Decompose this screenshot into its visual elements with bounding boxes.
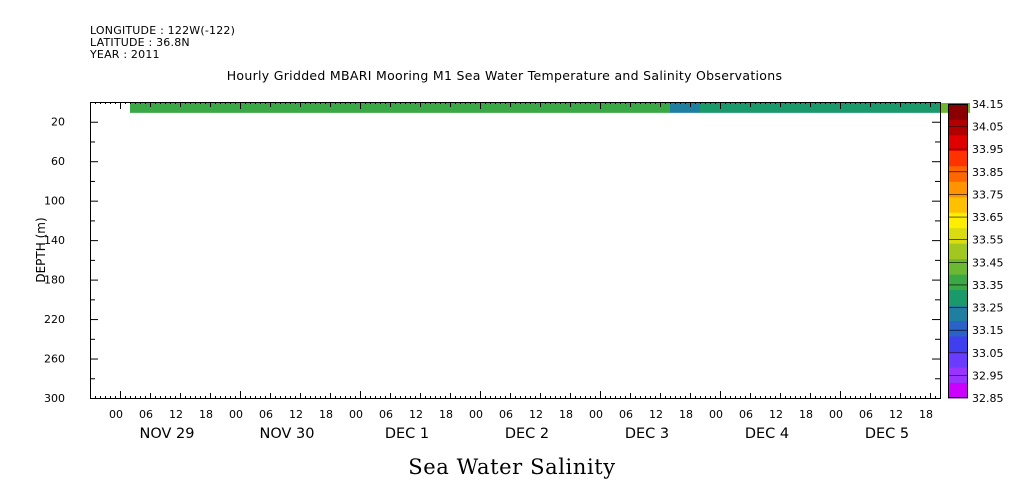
- x-day-label: DEC 1: [385, 426, 429, 442]
- x-hour-label: 06: [619, 408, 633, 421]
- x-hour-label: 18: [439, 408, 453, 421]
- x-hour-label: 18: [919, 408, 933, 421]
- colorbar-label: 33.15: [972, 324, 1004, 337]
- colorbar-swatch: [948, 212, 968, 229]
- colorbar-label: 33.35: [972, 279, 1004, 292]
- y-tick-label: 140: [44, 234, 65, 247]
- colorbar-frame: [948, 104, 968, 398]
- colorbar-swatch: [948, 196, 968, 213]
- x-day-label: NOV 29: [140, 426, 195, 442]
- x-hour-label: 06: [859, 408, 873, 421]
- x-day-label: DEC 3: [625, 426, 669, 442]
- colorbar-swatch: [948, 119, 968, 136]
- colorbar-swatch: [948, 336, 968, 352]
- colorbar-label: 33.65: [972, 211, 1004, 224]
- x-hour-label: 00: [229, 408, 243, 421]
- colorbar-swatch: [948, 227, 968, 244]
- colorbar-label: 33.45: [972, 256, 1004, 269]
- colorbar-swatch: [948, 274, 968, 291]
- x-hour-label: 18: [679, 408, 693, 421]
- colorbar-label: 33.75: [972, 188, 1004, 201]
- axis-ticks: [90, 102, 940, 399]
- colorbar-label: 32.95: [972, 369, 1004, 382]
- colorbar-swatch: [948, 305, 968, 322]
- colorbar-swatch: [948, 320, 968, 337]
- colorbar-label: 34.15: [972, 98, 1004, 111]
- salinity-segment-2: [670, 102, 700, 113]
- x-hour-label: 18: [319, 408, 333, 421]
- x-day-label: DEC 5: [865, 426, 909, 442]
- salinity-segment-3: [700, 102, 940, 113]
- colorbar-swatch: [948, 382, 968, 399]
- x-hour-label: 00: [589, 408, 603, 421]
- x-hour-label: 00: [829, 408, 843, 421]
- colorbar-swatch: [948, 165, 968, 182]
- colorbar: 32.85 32.95 33.05 33.15 33.25 33.35 33.45 33.55…: [948, 98, 1004, 405]
- x-hour-label: 06: [259, 408, 273, 421]
- colorbar-swatch: [948, 367, 968, 383]
- colorbar-label: 33.25: [972, 302, 1004, 315]
- longitude-label: LONGITUDE : 122W(-122): [90, 24, 236, 37]
- latitude-label: LATITUDE : 36.8N: [90, 36, 190, 49]
- x-hour-label: 12: [289, 408, 303, 421]
- colorbar-label: 32.85: [972, 392, 1004, 405]
- colorbar-swatch: [948, 104, 968, 120]
- x-day-label: NOV 30: [260, 426, 315, 442]
- x-hour-label: 12: [889, 408, 903, 421]
- colorbar-swatch: [948, 181, 968, 198]
- x-hour-label: 12: [769, 408, 783, 421]
- x-hour-label: 06: [499, 408, 513, 421]
- colorbar-swatch: [948, 134, 968, 151]
- x-hour-label: 12: [529, 408, 543, 421]
- x-day-label: DEC 4: [745, 426, 789, 442]
- x-hour-label: 18: [559, 408, 573, 421]
- x-day-label: DEC 2: [505, 426, 549, 442]
- colorbar-label: 34.05: [972, 121, 1004, 134]
- colorbar-label: 33.55: [972, 234, 1004, 247]
- x-hour-label: 12: [409, 408, 423, 421]
- x-hour-label: 00: [349, 408, 363, 421]
- colorbar-swatch: [948, 150, 968, 167]
- x-hour-label: 18: [199, 408, 213, 421]
- data-layer: [130, 102, 970, 113]
- y-axis-title: DEPTH (m): [34, 217, 48, 282]
- y-tick-label: 60: [51, 155, 65, 168]
- salinity-segment-0: [130, 102, 370, 113]
- y-tick-label: 220: [44, 313, 65, 326]
- x-hour-label: 06: [739, 408, 753, 421]
- chart-title: Hourly Gridded MBARI Mooring M1 Sea Wate…: [226, 68, 783, 83]
- x-hour-label: 00: [109, 408, 123, 421]
- y-tick-label: 180: [44, 274, 65, 287]
- y-tick-label: 20: [51, 116, 65, 129]
- x-hour-label: 06: [379, 408, 393, 421]
- colorbar-label: 33.85: [972, 166, 1004, 179]
- colorbar-swatch: [948, 243, 968, 260]
- x-hour-label: 00: [469, 408, 483, 421]
- x-hour-label: 12: [169, 408, 183, 421]
- colorbar-swatch: [948, 351, 968, 368]
- x-hour-label: 06: [139, 408, 153, 421]
- year-label: YEAR : 2011: [90, 48, 160, 61]
- plot-frame: [90, 102, 941, 399]
- colorbar-label: 33.95: [972, 143, 1004, 156]
- x-hour-label: 12: [649, 408, 663, 421]
- axis-labels: 00 06 12 18 00 06 12 18 00 06 12 18 00 06 12 18 00 06 12 18…: [44, 116, 933, 442]
- x-hour-label: 00: [709, 408, 723, 421]
- x-hour-label: 18: [799, 408, 813, 421]
- x-axis-title: Sea Water Salinity: [408, 455, 616, 479]
- colorbar-swatch: [948, 258, 968, 275]
- y-tick-label: 300: [44, 392, 65, 405]
- y-tick-label: 100: [44, 195, 65, 208]
- y-tick-label: 260: [44, 353, 65, 366]
- salinity-segment-1: [370, 102, 670, 113]
- colorbar-swatch: [948, 289, 968, 306]
- colorbar-label: 33.05: [972, 347, 1004, 360]
